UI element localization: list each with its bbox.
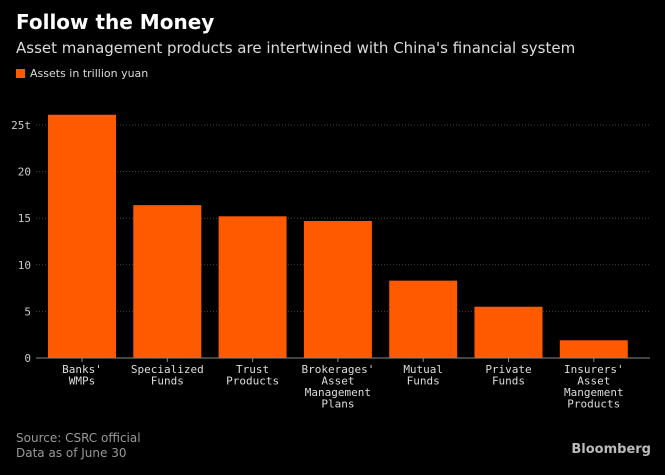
x-tick-label: Private <box>485 363 531 376</box>
bar <box>474 306 543 358</box>
bar <box>48 114 116 358</box>
bar <box>133 205 202 358</box>
legend-swatch <box>16 69 25 78</box>
y-tick-label: 15 <box>18 212 31 225</box>
bar <box>389 280 458 358</box>
date-note: Data as of June 30 <box>16 446 127 460</box>
y-tick-label: 0 <box>24 352 31 365</box>
bloomberg-logo: Bloomberg <box>571 442 651 457</box>
y-tick-label: 20 <box>18 166 31 179</box>
x-tick-label: Asset <box>577 375 610 388</box>
footer: Source: CSRC official Data as of June 30 <box>16 431 141 461</box>
legend: Assets in trillion yuan <box>16 67 148 80</box>
x-tick-label: Asset <box>321 375 354 388</box>
x-tick-label: Specialized <box>131 363 204 376</box>
x-tick-label: Brokerages' <box>301 363 374 376</box>
x-tick-label: Mangement <box>564 386 624 399</box>
x-tick-label: Banks' <box>62 363 102 376</box>
x-tick-label: Plans <box>321 398 354 411</box>
source-text: Source: CSRC official <box>16 431 141 445</box>
x-tick-label: Trust <box>236 363 269 376</box>
x-tick-label: Funds <box>492 375 525 388</box>
x-tick-label: Management <box>305 386 371 399</box>
x-tick-label: Products <box>226 375 279 388</box>
bar <box>559 340 628 358</box>
legend-label: Assets in trillion yuan <box>30 67 149 80</box>
bar <box>218 216 287 358</box>
chart-title: Follow the Money <box>16 10 215 34</box>
bar <box>303 220 372 358</box>
y-tick-label: 10 <box>18 259 31 272</box>
x-tick-label: Products <box>567 398 620 411</box>
y-tick-label: 5 <box>24 305 31 318</box>
chart-subtitle: Asset management products are intertwine… <box>16 39 576 57</box>
x-tick-label: Funds <box>151 375 184 388</box>
x-tick-label: Mutual <box>403 363 443 376</box>
y-tick-label: 25t <box>11 119 31 132</box>
x-tick-label: Insurers' <box>564 363 624 376</box>
x-tick-label: Funds <box>407 375 440 388</box>
x-tick-label: WMPs <box>69 375 96 388</box>
